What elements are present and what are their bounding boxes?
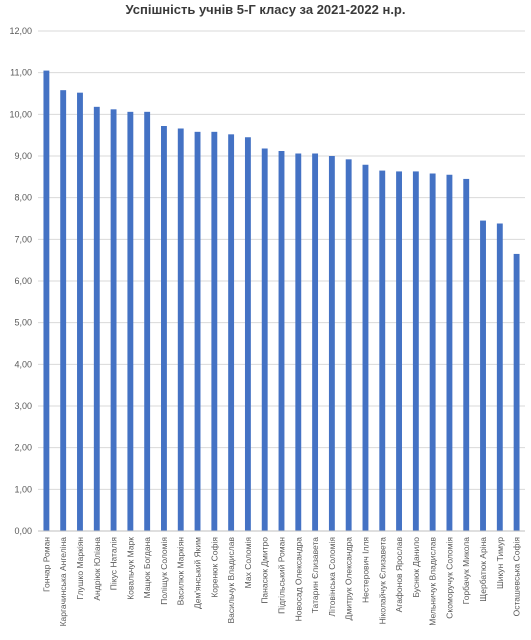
x-tick-label: Панасюк Дмитро: [260, 537, 270, 604]
x-tick-label: Глушко Маркіян: [75, 537, 85, 600]
bar: [278, 151, 285, 531]
x-tick-label: Ніколайчук Єлизавета: [377, 537, 387, 625]
x-tick-label: Підгільський Роман: [277, 537, 287, 614]
y-tick-label: 5,00: [14, 318, 32, 328]
bar: [43, 70, 50, 531]
x-tick-label: Каргачинська Ангеліна: [58, 537, 68, 627]
x-tick-label: Шикун Тимур: [495, 537, 505, 589]
bar: [513, 253, 520, 532]
x-tick-label: Ковальчук Марк: [125, 537, 135, 600]
y-tick-label: 8,00: [14, 193, 32, 203]
y-tick-label: 10,00: [9, 109, 32, 119]
bar: [261, 148, 268, 531]
bar: [496, 223, 503, 531]
x-tick-label: Агафонов Ярослав: [394, 537, 404, 613]
x-tick-label: Буснюк Данило: [411, 537, 421, 598]
bar: [480, 220, 486, 531]
chart-title: Успішність учнів 5-Г класу за 2021-2022 …: [125, 2, 406, 17]
y-tick-label: 6,00: [14, 276, 32, 286]
x-tick-label: Мельничук Владислав: [428, 537, 438, 626]
y-tick-label: 11,00: [10, 68, 32, 78]
x-tick-label: Поліщук Соломія: [159, 537, 169, 605]
x-tick-label: Мах Соломія: [243, 537, 253, 589]
x-tick-label: Щербатюк Аріна: [478, 537, 488, 602]
bar: [396, 171, 402, 532]
bar: [161, 126, 167, 531]
x-tick-label: Літовінська Соломія: [327, 537, 337, 617]
y-tick-label: 12,00: [9, 26, 32, 36]
x-tick-label: Скоморучук Соломія: [444, 537, 454, 619]
bar: [194, 131, 201, 531]
bar: [177, 128, 184, 531]
bar: [429, 173, 436, 531]
x-tick-label: Пікус Наталія: [109, 537, 119, 591]
bar: [60, 90, 67, 532]
bar: [412, 171, 419, 532]
bar: [328, 156, 335, 531]
x-tick-label: Дем'янський Яким: [193, 537, 203, 609]
bar: [93, 106, 100, 531]
x-tick-label: Новосад Олександра: [293, 537, 303, 622]
x-tick-label: Татарин Єлизавета: [310, 537, 320, 614]
x-tick-label: Васильчук Владислав: [226, 537, 236, 624]
bar: [379, 170, 386, 531]
x-tick-label: Нестерович Ілля: [360, 537, 370, 603]
x-tick-label: Мацюк Богдана: [142, 537, 152, 599]
bar: [211, 131, 218, 531]
bar: [77, 92, 83, 532]
bar: [127, 111, 134, 531]
bar: [144, 111, 151, 531]
x-tick-label: Коренюк Софія: [209, 537, 219, 598]
x-tick-label: Василюк Маркіян: [176, 537, 186, 606]
bar: [295, 153, 302, 531]
bar: [244, 137, 251, 531]
x-tick-label: Осташевська Софія: [512, 537, 522, 617]
x-tick-label: Андріюк Юліана: [92, 537, 102, 601]
bar: [446, 174, 453, 531]
bar: [228, 134, 235, 531]
y-tick-label: 4,00: [14, 359, 32, 369]
y-tick-label: 2,00: [14, 443, 32, 453]
y-tick-label: 3,00: [14, 401, 32, 411]
x-tick-label: Гончар Роман: [41, 537, 51, 592]
x-tick-label: Дмитрук Олександра: [344, 537, 354, 621]
y-tick-label: 7,00: [14, 234, 32, 244]
bar: [345, 159, 352, 531]
bar: [312, 153, 319, 531]
bar: [110, 109, 117, 531]
x-tick-label: Горбачук Микола: [461, 537, 471, 605]
y-tick-label: 9,00: [14, 151, 32, 161]
y-tick-label: 0,00: [14, 526, 32, 536]
bar: [362, 164, 369, 531]
bar: [463, 178, 470, 532]
y-tick-label: 1,00: [14, 484, 32, 494]
